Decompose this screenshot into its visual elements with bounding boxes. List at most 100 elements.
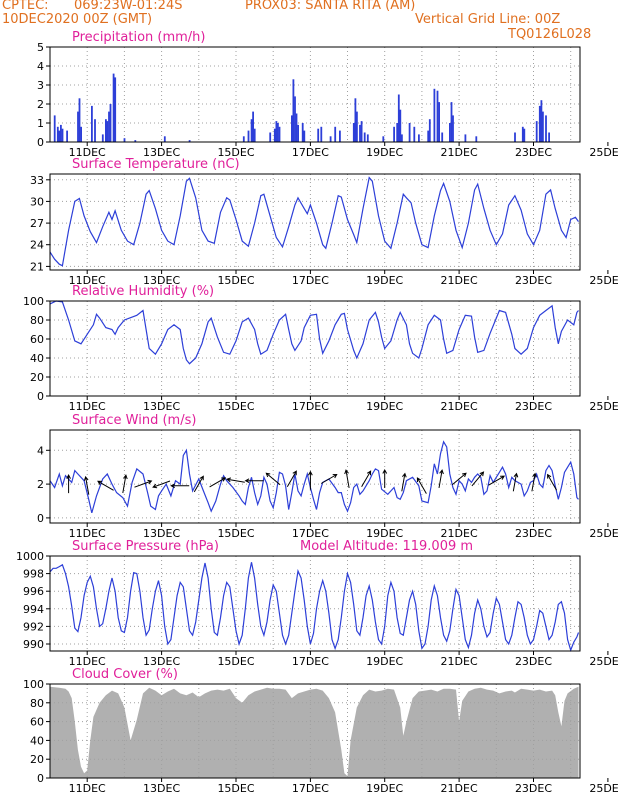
wind-arrow <box>307 470 313 490</box>
precip-bar <box>294 96 296 142</box>
panel-frame <box>49 555 581 652</box>
precip-bar <box>521 126 524 142</box>
x-tick-label: 15DEC <box>217 782 254 795</box>
x-tick-label: 19DEC <box>366 527 403 540</box>
precip-bar <box>352 123 355 142</box>
x-tick-label: 15DEC <box>217 527 254 540</box>
wind-arrow <box>66 474 71 494</box>
precip-bar <box>66 130 68 142</box>
y-tick-label: 20 <box>30 753 44 766</box>
y-tick-label: 4 <box>37 60 44 73</box>
precip-bar <box>292 79 295 142</box>
wind-arrow <box>382 468 388 488</box>
wind-arrow <box>265 472 281 486</box>
x-tick-label: 23DEC <box>515 274 552 287</box>
precip-bar <box>278 126 281 142</box>
precip-bar <box>396 123 399 142</box>
precip-bar <box>252 111 254 142</box>
wind-arrow <box>438 469 444 488</box>
x-tick-label: 13DEC <box>143 274 180 287</box>
precip-bar <box>56 126 59 142</box>
precip-bar <box>91 105 93 142</box>
x-tick-label: 21DEC <box>441 527 478 540</box>
precip-bar <box>53 115 56 142</box>
x-tick-label: 13DEC <box>143 527 180 540</box>
precip-bar <box>382 136 385 142</box>
wind-arrow <box>83 475 90 495</box>
precip-bar <box>163 136 166 142</box>
x-tick-label: 19DEC <box>366 655 403 668</box>
precip-bar <box>523 128 526 142</box>
wind-arrow <box>361 470 372 488</box>
precip-bar <box>408 123 411 142</box>
x-tick-label: 11DEC <box>69 400 106 413</box>
wind-arrow <box>134 479 153 488</box>
precip-bar <box>413 126 416 142</box>
precip-bar <box>94 119 96 142</box>
y-tick-label: 27 <box>30 217 44 230</box>
precip-bar <box>441 132 444 142</box>
precip-bar <box>334 126 337 142</box>
header-location: 069:23W-01:24S <box>74 0 183 13</box>
precip-bar <box>363 132 366 142</box>
x-tick-label: 21DEC <box>441 400 478 413</box>
x-tick-label: 21DEC <box>441 146 478 159</box>
panel-frame <box>49 173 581 271</box>
y-tick-label: 994 <box>23 603 44 616</box>
precip-bar <box>438 102 440 142</box>
y-tick-label: 0 <box>37 772 44 785</box>
y-tick-label: 1 <box>37 117 44 130</box>
x-tick-label: 19DEC <box>366 146 403 159</box>
precip-bar <box>548 132 550 142</box>
precip-bar <box>366 134 369 142</box>
panel-title: Relative Humidity (%) <box>72 284 214 299</box>
y-tick-label: 5 <box>37 41 44 54</box>
wind-arrow <box>170 483 190 489</box>
header-grid-note: Vertical Grid Line: 00Z <box>415 12 561 27</box>
precip-bar <box>269 132 272 142</box>
x-tick-label: 17DEC <box>292 655 329 668</box>
wind-arrow <box>152 480 171 489</box>
precip-bar <box>452 115 454 142</box>
precip-bar <box>77 111 79 142</box>
x-tick-label: 17DEC <box>292 146 329 159</box>
x-tick-label: 23DEC <box>515 782 552 795</box>
precip-bar <box>297 124 299 142</box>
precip-bar <box>60 124 62 142</box>
y-tick-label: 3 <box>37 79 44 92</box>
precip-bar <box>475 136 478 142</box>
precip-bar <box>247 130 250 142</box>
y-tick-label: 992 <box>23 620 44 633</box>
precip-bar <box>112 73 115 142</box>
precip-bar <box>320 126 323 142</box>
precip-bar <box>339 130 341 142</box>
precip-bar <box>329 136 332 142</box>
wind-arrow <box>286 470 297 488</box>
precip-bar <box>277 123 279 142</box>
precip-bar <box>359 124 361 142</box>
wind-arrow <box>122 474 128 494</box>
x-tick-label: 11DEC <box>69 527 106 540</box>
y-tick-label: 4 <box>37 444 44 457</box>
y-tick-label: 60 <box>30 333 44 346</box>
y-tick-label: 100 <box>23 678 44 691</box>
precip-bar <box>61 128 64 142</box>
wind-arrow <box>547 473 558 491</box>
y-tick-label: 24 <box>30 239 44 252</box>
panel-frame <box>49 300 581 397</box>
panel-title: Surface Pressure (hPa) <box>72 539 219 554</box>
precip-bar <box>301 123 304 142</box>
precip-bar <box>109 104 112 142</box>
x-tick-label: 21DEC <box>441 274 478 287</box>
wind-arrow <box>97 480 114 491</box>
x-tick-label: 11DEC <box>69 274 106 287</box>
precip-bar <box>464 134 467 142</box>
series-line <box>49 176 579 267</box>
precip-bar <box>401 134 403 142</box>
precip-bar <box>188 140 191 142</box>
y-tick-label: 60 <box>30 716 44 729</box>
precip-bar <box>542 111 544 142</box>
